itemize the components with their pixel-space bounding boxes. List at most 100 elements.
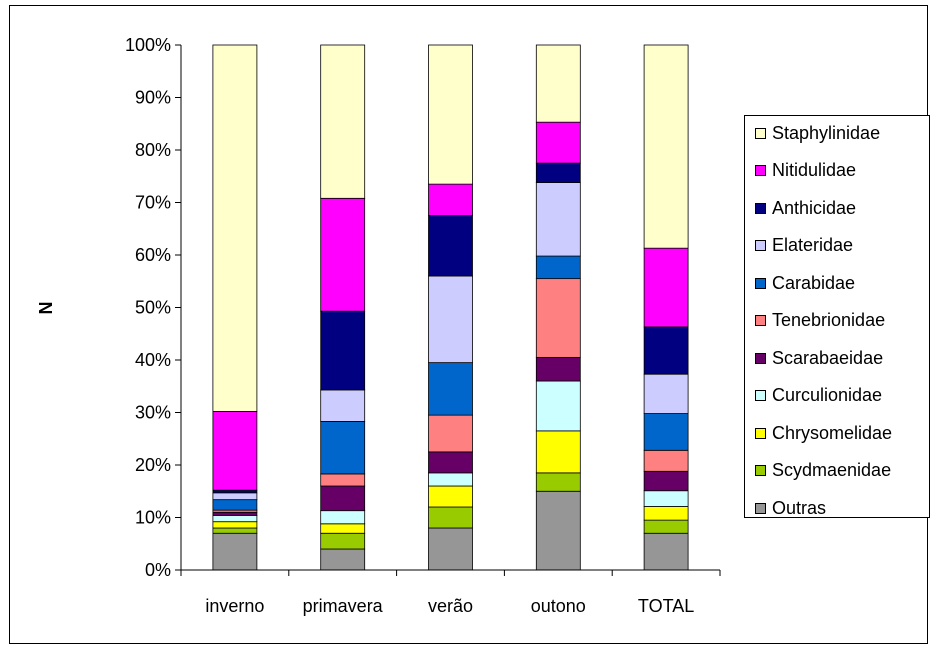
bar-segment	[212, 521, 258, 529]
legend-item: Outras	[755, 496, 826, 520]
legend-label: Elateridae	[772, 235, 854, 255]
legend-label: Scarabaeidae	[772, 347, 884, 368]
bar-segment	[643, 44, 689, 249]
y-tick-label: 20%	[135, 455, 171, 475]
bar-segment	[535, 182, 581, 257]
bar-segment	[535, 121, 581, 164]
legend-label: Nitidulidae	[772, 160, 857, 180]
bar-segment	[212, 527, 258, 534]
y-tick-label: 30%	[135, 403, 171, 423]
bar-segment	[212, 44, 258, 412]
bar-segment	[535, 430, 581, 474]
bar-segment	[320, 421, 366, 475]
legend-swatch	[755, 315, 766, 326]
legend-item: Anthicidae	[755, 196, 856, 220]
bar-segment	[643, 532, 689, 571]
bar-segment	[320, 510, 366, 525]
bar-segment	[535, 380, 581, 432]
legend-label: Carabidae	[772, 272, 856, 293]
legend-item: Scydmaenidae	[755, 459, 891, 483]
bar-segment	[535, 472, 581, 492]
bar-segment	[428, 506, 473, 529]
legend-label: Outras	[772, 497, 827, 518]
bar-segment	[428, 472, 473, 487]
bar-segment	[643, 326, 689, 375]
legend-item: Chrysomelidae	[755, 421, 892, 445]
bar-segment	[320, 389, 366, 422]
bar-segment	[643, 373, 689, 414]
legend-swatch	[755, 502, 766, 514]
y-tick-label: 40%	[135, 350, 171, 370]
bar-segment	[643, 506, 689, 521]
bars-layer	[212, 44, 689, 571]
bar-segment	[428, 183, 473, 217]
bar-segment	[428, 215, 473, 277]
bar-segment	[428, 485, 473, 508]
bar-segment	[643, 470, 689, 492]
y-tick-label: 90%	[135, 88, 171, 108]
legend-swatch	[755, 465, 766, 476]
bar-segment	[212, 492, 258, 501]
y-tick-label: 100%	[125, 35, 171, 55]
axes-layer: 0% 10% 20% 30% 40% 50% 60% 70% 80% 90% 100% inverno…	[125, 35, 721, 616]
legend-swatch	[755, 127, 766, 139]
bar-segment	[428, 527, 473, 571]
legend: Staphylinidae Nitidulidae Anthicidae Elater…	[744, 115, 930, 518]
legend-label: Chrysomelidae	[772, 422, 893, 443]
bar-segment	[320, 548, 366, 571]
bar-segment	[212, 511, 258, 516]
bar-segment	[320, 310, 366, 391]
legend-item: Curculionidae	[755, 384, 882, 408]
legend-item: Tenebrionidae	[755, 309, 885, 333]
legend-item: Elateridae	[755, 234, 853, 258]
y-tick-label: 80%	[135, 140, 171, 160]
legend-label: Scydmaenidae	[772, 460, 892, 480]
x-tick-label: TOTAL	[638, 596, 694, 616]
legend-swatch	[755, 165, 766, 176]
bar-segment	[320, 44, 366, 199]
bar-segment	[212, 532, 258, 571]
bar-segment	[535, 278, 581, 358]
bar-segment	[643, 449, 689, 472]
legend-label: Tenebrionidae	[772, 310, 886, 330]
bar-segment	[212, 515, 258, 523]
bar-segment	[320, 197, 366, 312]
bar-segment	[535, 255, 581, 280]
bar-segment	[428, 451, 473, 474]
x-tick-label: outono	[531, 596, 586, 616]
y-tick-label: 50%	[135, 298, 171, 318]
bar-segment	[428, 414, 473, 453]
x-tick-label: primavera	[303, 596, 384, 616]
legend-swatch	[755, 427, 766, 439]
bar-segment	[535, 356, 581, 382]
bar-segment	[320, 485, 366, 512]
legend-label: Curculionidae	[772, 385, 883, 405]
bar-segment	[212, 499, 258, 511]
bar-segment	[643, 247, 689, 328]
legend-item: Carabidae	[755, 271, 855, 295]
bar-segment	[320, 473, 366, 487]
bar-segment	[320, 532, 366, 550]
legend-item: Scarabaeidae	[755, 346, 883, 370]
bar-segment	[643, 490, 689, 507]
legend-item: Staphylinidae	[755, 121, 880, 145]
bar-segment	[428, 44, 473, 185]
y-tick-label: 10%	[135, 508, 171, 528]
bar-segment	[212, 411, 258, 491]
bar-segment	[643, 413, 689, 451]
x-tick-label: inverno	[205, 596, 264, 616]
legend-label: Anthicidae	[772, 197, 857, 218]
bar-segment	[535, 162, 581, 183]
bar-segment	[535, 44, 581, 123]
y-tick-label: 70%	[135, 193, 171, 213]
y-axis-title: N	[36, 302, 56, 315]
y-tick-label: 0%	[145, 560, 171, 580]
legend-swatch	[755, 202, 766, 214]
legend-swatch	[755, 240, 766, 251]
bar-segment	[428, 275, 473, 364]
bar-segment	[320, 523, 366, 534]
x-tick-label: verão	[428, 596, 473, 616]
legend-swatch	[755, 352, 766, 364]
legend-item: Nitidulidae	[755, 159, 856, 183]
